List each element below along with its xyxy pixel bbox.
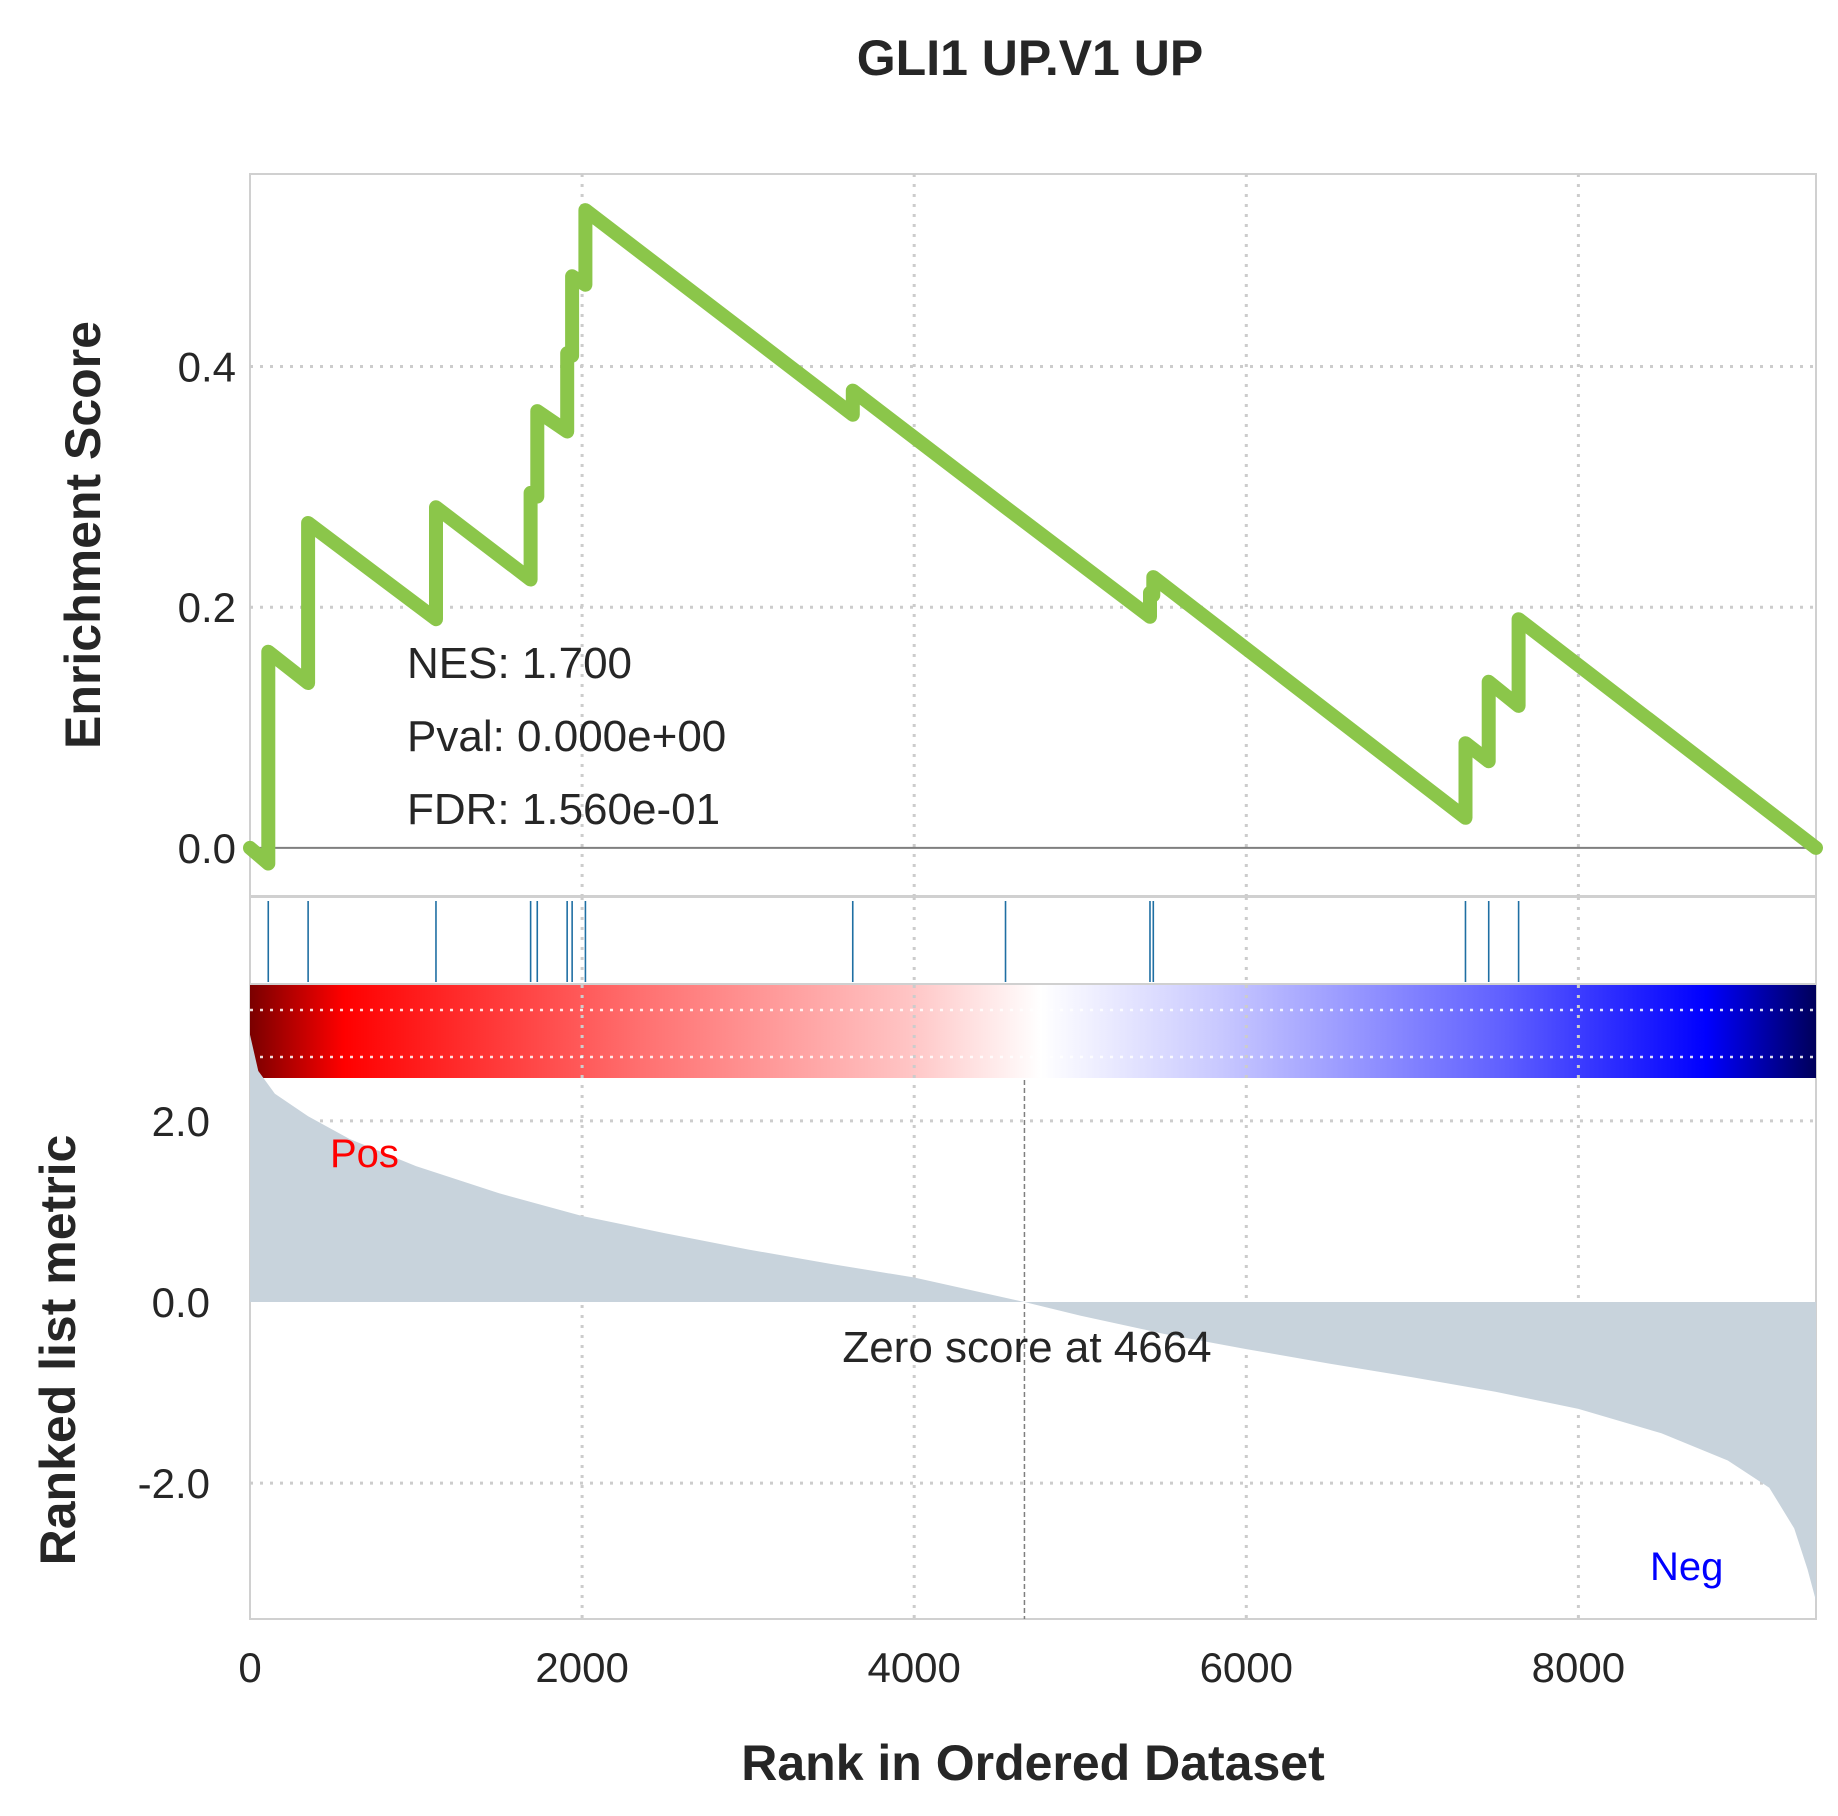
ranked-metric-y-tick-label: 0.0	[152, 1279, 210, 1326]
enrichment-y-tick-label: 0.0	[178, 825, 236, 872]
enrichment-score-line	[243, 203, 1823, 871]
gene-hit-marks	[267, 901, 1520, 982]
fdr-label: FDR: 1.560e-01	[407, 785, 720, 834]
neg-label: Neg	[1650, 1545, 1723, 1589]
enrichment-y-ticks: 0.0 0.2 0.4	[178, 344, 236, 872]
ranked-metric-y-axis-label: Ranked list metric	[30, 1135, 86, 1566]
x-tick-label: 0	[238, 1644, 261, 1691]
zero-score-label: Zero score at 4664	[842, 1323, 1211, 1372]
nes-label: NES: 1.700	[407, 639, 632, 688]
enrichment-y-tick-label: 0.2	[178, 584, 236, 631]
x-tick-label: 8000	[1532, 1644, 1625, 1691]
x-tick-label: 4000	[867, 1644, 960, 1691]
hits-panel-frame	[249, 896, 1817, 985]
ranked-metric-y-tick-label: 2.0	[152, 1098, 210, 1145]
enrichment-panel: 0.0 0.2 0.4 NES: 1.700 Pval: 0.000e+00 FDR…	[178, 173, 1823, 897]
ranked-metric-gridlines	[250, 985, 1816, 1619]
x-axis-label: Rank in Ordered Dataset	[741, 1735, 1325, 1791]
hits-gridlines	[580, 897, 1580, 984]
chart-title: GLI1 UP.V1 UP	[857, 30, 1203, 86]
ranked-metric-y-ticks: 2.0 0.0 -2.0	[138, 1098, 210, 1507]
x-tick-label: 6000	[1200, 1644, 1293, 1691]
x-tick-label: 2000	[535, 1644, 628, 1691]
enrichment-y-axis-label: Enrichment Score	[55, 321, 111, 749]
ranked-metric-y-tick-label: -2.0	[138, 1460, 210, 1507]
rank-color-bar	[250, 985, 1816, 1078]
ranked-metric-panel: 2.0 0.0 -2.0 Zero score at 4664 Pos Neg	[138, 984, 1817, 1620]
pval-label: Pval: 0.000e+00	[407, 712, 726, 761]
enrichment-y-tick-label: 0.4	[178, 344, 236, 391]
pos-label: Pos	[330, 1132, 399, 1176]
x-axis-ticks: 0 2000 4000 6000 8000	[238, 1644, 1625, 1691]
hits-panel	[249, 896, 1817, 985]
enrichment-gridlines	[250, 174, 1816, 896]
ranked-metric-area	[250, 1034, 1816, 1601]
